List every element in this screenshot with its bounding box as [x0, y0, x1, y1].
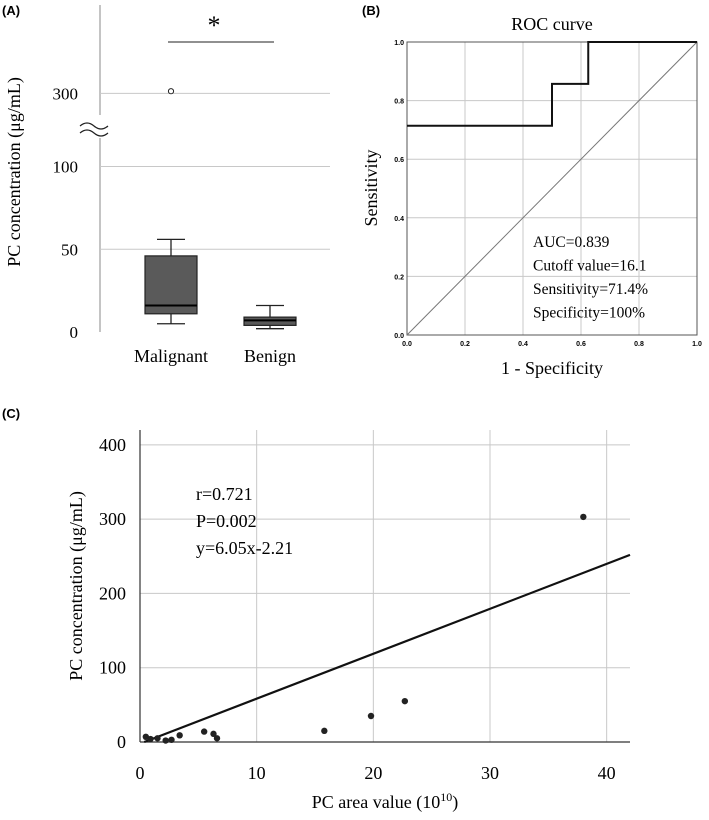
x-tick-label: 40	[598, 763, 616, 783]
box	[144, 255, 198, 315]
scatter-point	[147, 735, 154, 743]
category-label: Benign	[244, 346, 296, 366]
y-tick-label: 0	[70, 323, 79, 342]
x-tick-label: 0.2	[460, 341, 470, 348]
plot-frame	[406, 41, 698, 336]
x-axis-label-close: )	[452, 792, 458, 813]
x-tick-label: 0.8	[634, 341, 644, 348]
scatter-panel: 0 10 20 30 400100200300400r=0.721P=0.002y=6.…	[66, 430, 631, 813]
scatter-point	[176, 732, 183, 739]
y-tick-label: 0.0	[394, 333, 404, 340]
y-tick-label: 200	[99, 583, 126, 603]
box-plot-panel: 0 50 100 300 PC concentration (μg/mL) Maligna…	[4, 5, 330, 366]
x-axis-label: 1 - Specificity	[501, 358, 603, 378]
scatter-point	[213, 735, 221, 742]
panel-label-a: (A)	[2, 3, 20, 18]
roc-line	[407, 41, 697, 127]
reference-line	[406, 41, 698, 336]
y-axis-label: PC concentration (μg/mL)	[66, 491, 87, 681]
x-axis-label-exponent: 10	[440, 790, 452, 804]
y-axis-label: PC concentration (μg/mL)	[4, 77, 25, 267]
y-tick-label: 1.0	[394, 40, 404, 47]
roc-annotation: Specificity=100%	[533, 305, 645, 322]
scatter-point	[367, 712, 375, 720]
roc-curve-panel: 0.00.0 0.2 0.2 0.4 0.4 0.6 0.6 0.8 0.8 1.0 1.0 ROC …	[361, 14, 702, 378]
y-tick-label: 0	[117, 732, 126, 752]
x-tick-label: 0.6	[576, 341, 586, 348]
y-tick-label: 300	[99, 509, 126, 529]
x-tick-label: 0.4	[518, 341, 528, 348]
y-tick-label: 0.8	[394, 99, 404, 106]
x-axis-label: PC area value (1010)	[312, 790, 458, 813]
chart-title: ROC curve	[511, 14, 592, 34]
axis-break-mark-2	[79, 129, 109, 137]
y-tick-label: 100	[99, 658, 126, 678]
panel-label-c: (C)	[2, 406, 20, 421]
scatter-point	[162, 737, 169, 744]
outlier-point	[167, 88, 175, 95]
roc-annotation: Sensitivity=71.4%	[533, 281, 648, 298]
scatter-point	[580, 513, 587, 521]
scatter-point	[321, 727, 328, 735]
y-tick-label: 300	[53, 84, 79, 103]
y-tick-label: 0.4	[394, 216, 404, 223]
y-tick-label: 0.2	[394, 274, 404, 281]
x-tick-label: 10	[248, 763, 266, 783]
scatter-point	[200, 728, 208, 735]
roc-annotation: AUC=0.839	[533, 234, 610, 251]
x-axis-label-text: PC area value (10	[312, 792, 440, 813]
scatter-point	[210, 730, 217, 738]
scatter-annotation: r=0.721	[196, 484, 253, 504]
y-tick-label: 50	[61, 240, 78, 259]
panel-label-b: (B)	[362, 3, 380, 18]
regression-line	[143, 553, 631, 744]
scatter-annotation: y=6.05x-2.21	[196, 538, 293, 558]
axis-break-mark-1	[79, 122, 109, 130]
category-label: Malignant	[134, 346, 208, 366]
scatter-point	[168, 736, 175, 743]
x-tick-label: 0	[136, 763, 145, 783]
scatter-annotation: P=0.002	[196, 511, 257, 531]
scatter-point	[154, 735, 161, 742]
significance-marker: *	[208, 11, 221, 40]
scatter-point	[401, 697, 409, 705]
x-tick-label: 20	[364, 763, 382, 783]
y-tick-label: 400	[99, 435, 126, 455]
y-axis-label: Sensitivity	[361, 149, 381, 226]
x-tick-label: 0.0	[402, 341, 412, 348]
x-tick-label: 1.0	[692, 341, 702, 348]
y-tick-label: 0.6	[394, 157, 404, 164]
x-tick-label: 30	[481, 763, 499, 783]
y-tick-label: 100	[53, 158, 79, 177]
roc-annotation: Cutoff value=16.1	[533, 258, 647, 275]
